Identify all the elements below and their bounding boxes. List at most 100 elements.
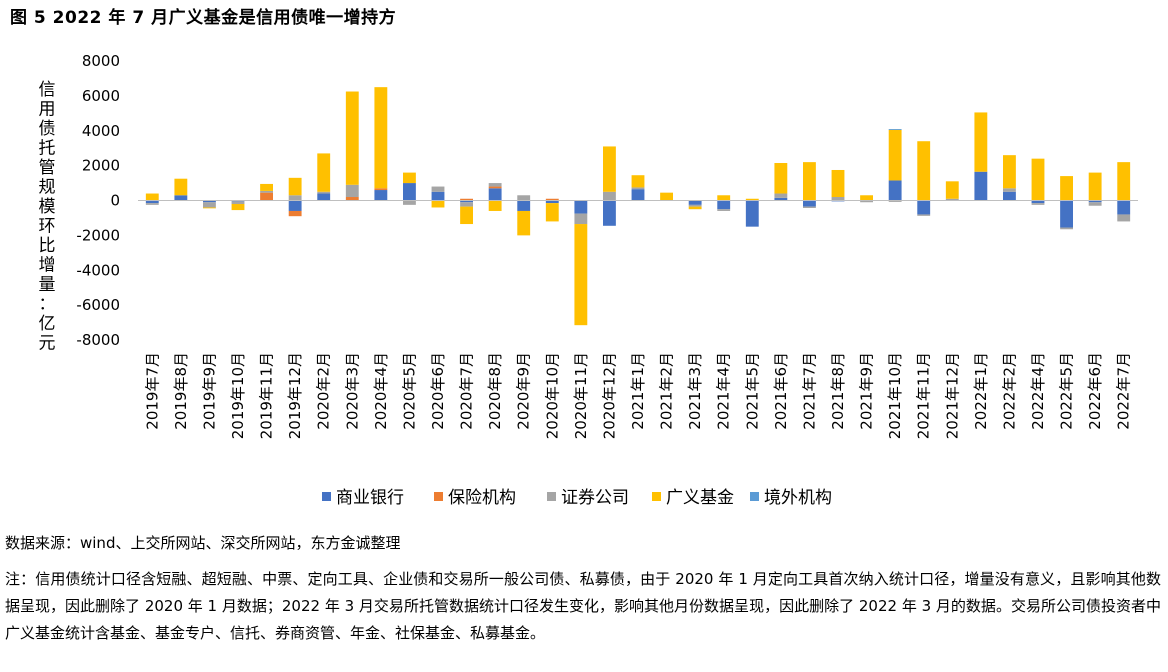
y-tick-label: 4000 bbox=[82, 122, 120, 140]
x-tick-label: 2021年1月 bbox=[629, 352, 647, 430]
y-label-char: 规 bbox=[39, 178, 56, 198]
bar-广义基金-2022年7月 bbox=[1117, 162, 1131, 201]
bar-商业银行-2020年5月 bbox=[403, 183, 416, 201]
x-tick-label: 2020年9月 bbox=[515, 352, 533, 430]
bar-证券公司-2020年7月 bbox=[460, 202, 473, 207]
x-tick-label: 2022年1月 bbox=[972, 352, 990, 430]
bar-商业银行-2020年12月 bbox=[603, 200, 616, 226]
x-tick-label: 2021年2月 bbox=[658, 352, 676, 430]
y-tick-label: 0 bbox=[110, 192, 120, 210]
legend-label-证券公司: 证券公司 bbox=[561, 488, 629, 508]
y-tick-label: -4000 bbox=[76, 261, 120, 279]
bar-商业银行-2020年4月 bbox=[374, 190, 388, 201]
y-tick-label: -6000 bbox=[76, 296, 120, 314]
bar-商业银行-2021年5月 bbox=[745, 200, 759, 227]
bar-保险机构-2020年4月 bbox=[374, 188, 388, 191]
bar-广义基金-2020年4月 bbox=[374, 87, 388, 189]
bar-广义基金-2021年9月 bbox=[860, 195, 873, 201]
bar-商业银行-2022年2月 bbox=[1003, 191, 1016, 201]
bar-广义基金-2019年7月 bbox=[145, 193, 159, 201]
bar-广义基金-2022年2月 bbox=[1003, 155, 1016, 189]
bar-商业银行-2021年4月 bbox=[717, 200, 731, 210]
bar-广义基金-2020年12月 bbox=[603, 146, 616, 192]
bar-保险机构-2020年10月 bbox=[545, 198, 559, 201]
bar-广义基金-2021年8月 bbox=[831, 169, 845, 198]
y-label-char: 托 bbox=[39, 139, 56, 159]
bar-广义基金-2019年8月 bbox=[174, 178, 188, 196]
bar-广义基金-2022年4月 bbox=[1031, 158, 1045, 201]
x-tick-label: 2021年9月 bbox=[858, 352, 876, 430]
x-tick-label: 2021年10月 bbox=[886, 352, 904, 439]
bar-证券公司-2020年3月 bbox=[345, 184, 359, 198]
figure-title: 图 5 2022 年 7 月广义基金是信用债唯一增持方 bbox=[10, 8, 397, 28]
x-tick-label: 2020年8月 bbox=[486, 352, 504, 430]
bar-证券公司-2022年7月 bbox=[1117, 214, 1131, 222]
bar-广义基金-2020年7月 bbox=[460, 206, 473, 225]
y-label-char: 亿 bbox=[39, 314, 56, 334]
bar-保险机构-2020年3月 bbox=[345, 197, 359, 201]
x-tick-label: 2020年7月 bbox=[458, 352, 476, 430]
x-tick-label: 2020年5月 bbox=[400, 352, 418, 430]
bar-证券公司-2019年11月 bbox=[260, 190, 273, 193]
bar-保险机构-2020年8月 bbox=[488, 186, 502, 189]
y-tick-label: 2000 bbox=[82, 157, 120, 175]
y-label-char: 管 bbox=[39, 158, 56, 178]
y-label-char: 增 bbox=[39, 256, 56, 276]
x-tick-label: 2020年3月 bbox=[343, 352, 361, 430]
x-tick-label: 2020年4月 bbox=[372, 352, 390, 430]
bar-广义基金-2021年11月 bbox=[917, 141, 931, 201]
bars bbox=[145, 87, 1131, 326]
bar-证券公司-2021年11月 bbox=[917, 214, 931, 216]
bar-商业银行-2020年10月 bbox=[545, 200, 559, 204]
bar-商业银行-2020年9月 bbox=[517, 200, 531, 211]
x-tick-label: 2021年4月 bbox=[715, 352, 733, 430]
bar-广义基金-2021年5月 bbox=[745, 198, 759, 201]
bar-证券公司-2021年8月 bbox=[831, 197, 845, 201]
bar-证券公司-2022年6月 bbox=[1088, 202, 1102, 206]
bar-商业银行-2020年6月 bbox=[431, 191, 445, 201]
x-tick-label: 2021年5月 bbox=[743, 352, 761, 430]
legend-label-商业银行: 商业银行 bbox=[336, 488, 404, 508]
x-tick-label: 2022年2月 bbox=[1000, 352, 1018, 430]
bar-保险机构-2019年12月 bbox=[288, 210, 302, 217]
bar-广义基金-2019年12月 bbox=[288, 177, 302, 196]
bar-广义基金-2021年10月 bbox=[888, 129, 902, 181]
x-tick-label: 2020年2月 bbox=[315, 352, 333, 430]
x-tick-label: 2022年4月 bbox=[1029, 352, 1047, 430]
bar-广义基金-2022年6月 bbox=[1088, 172, 1102, 201]
bar-商业银行-2021年3月 bbox=[688, 200, 702, 205]
bar-证券公司-2021年10月 bbox=[888, 200, 902, 202]
legend-swatch-证券公司 bbox=[547, 492, 556, 501]
bar-商业银行-2021年10月 bbox=[888, 180, 902, 201]
bar-证券公司-2021年3月 bbox=[688, 204, 702, 207]
x-tick-label: 2019年12月 bbox=[286, 352, 304, 439]
bar-证券公司-2021年12月 bbox=[945, 198, 959, 201]
bar-广义基金-2020年11月 bbox=[574, 224, 588, 326]
bar-商业银行-2021年11月 bbox=[917, 200, 931, 215]
bar-证券公司-2021年9月 bbox=[860, 200, 873, 203]
legend-swatch-保险机构 bbox=[434, 492, 443, 501]
y-label-char: ： bbox=[39, 295, 56, 315]
bar-商业银行-2022年4月 bbox=[1031, 200, 1045, 204]
bar-广义基金-2021年12月 bbox=[945, 181, 959, 199]
bar-证券公司-2019年9月 bbox=[203, 202, 216, 208]
bar-证券公司-2020年6月 bbox=[431, 186, 445, 192]
chart-note: 注：信用债统计口径含短融、超短融、中票、定向工具、企业债和交易所一般公司债、私募… bbox=[5, 570, 1161, 642]
data-source: 数据来源：wind、上交所网站、深交所网站，东方金诚整理 bbox=[5, 534, 401, 552]
bar-证券公司-2021年1月 bbox=[631, 187, 645, 190]
y-label-char: 模 bbox=[39, 197, 56, 217]
bar-证券公司-2019年7月 bbox=[145, 203, 159, 205]
x-tick-label: 2021年7月 bbox=[800, 352, 818, 430]
x-tick-label: 2019年7月 bbox=[143, 352, 161, 430]
bar-证券公司-2020年8月 bbox=[488, 183, 502, 187]
bar-保险机构-2019年11月 bbox=[260, 192, 273, 201]
bar-商业银行-2021年1月 bbox=[631, 189, 645, 201]
x-tick-label: 2021年8月 bbox=[829, 352, 847, 430]
bar-广义基金-2022年5月 bbox=[1060, 176, 1073, 201]
bar-广义基金-2021年3月 bbox=[688, 206, 702, 210]
bar-广义基金-2020年3月 bbox=[345, 91, 359, 185]
bar-广义基金-2021年6月 bbox=[774, 163, 788, 194]
x-tick-label: 2022年6月 bbox=[1086, 352, 1104, 430]
